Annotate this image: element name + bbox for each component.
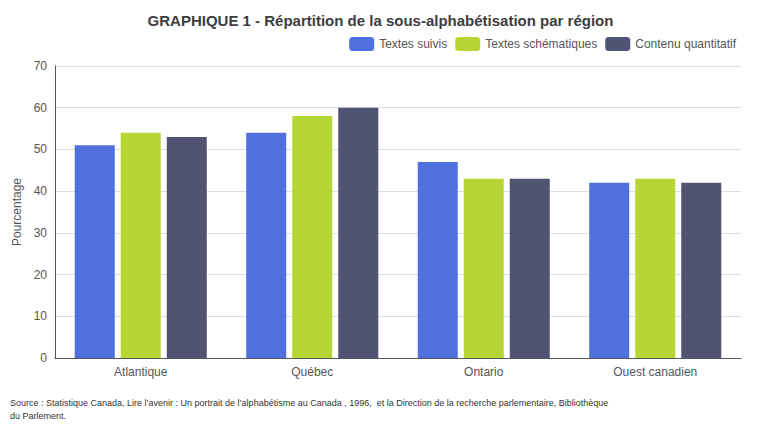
svg-text:10: 10 <box>34 309 48 323</box>
svg-text:70: 70 <box>34 59 48 73</box>
svg-text:60: 60 <box>34 101 48 115</box>
svg-text:Atlantique: Atlantique <box>114 365 168 379</box>
svg-text:Contenu quantitatif: Contenu quantitatif <box>635 37 736 51</box>
svg-text:40: 40 <box>34 184 48 198</box>
svg-text:50: 50 <box>34 142 48 156</box>
svg-text:Source : Statistique Canada, L: Source : Statistique Canada, Lire l’aven… <box>10 398 608 408</box>
svg-text:Textes schématiques: Textes schématiques <box>485 37 597 51</box>
svg-text:du Parlement.: du Parlement. <box>10 411 66 421</box>
svg-text:GRAPHIQUE 1 - Répartition de l: GRAPHIQUE 1 - Répartition de la sous-alp… <box>148 12 614 29</box>
svg-text:Textes suivis: Textes suivis <box>379 37 447 51</box>
svg-text:Ouest canadien: Ouest canadien <box>613 365 697 379</box>
svg-text:Ontario: Ontario <box>464 365 504 379</box>
svg-text:30: 30 <box>34 226 48 240</box>
svg-text:20: 20 <box>34 268 48 282</box>
svg-text:Pourcentage: Pourcentage <box>10 178 24 246</box>
svg-text:Québec: Québec <box>291 365 333 379</box>
svg-text:0: 0 <box>40 351 47 365</box>
